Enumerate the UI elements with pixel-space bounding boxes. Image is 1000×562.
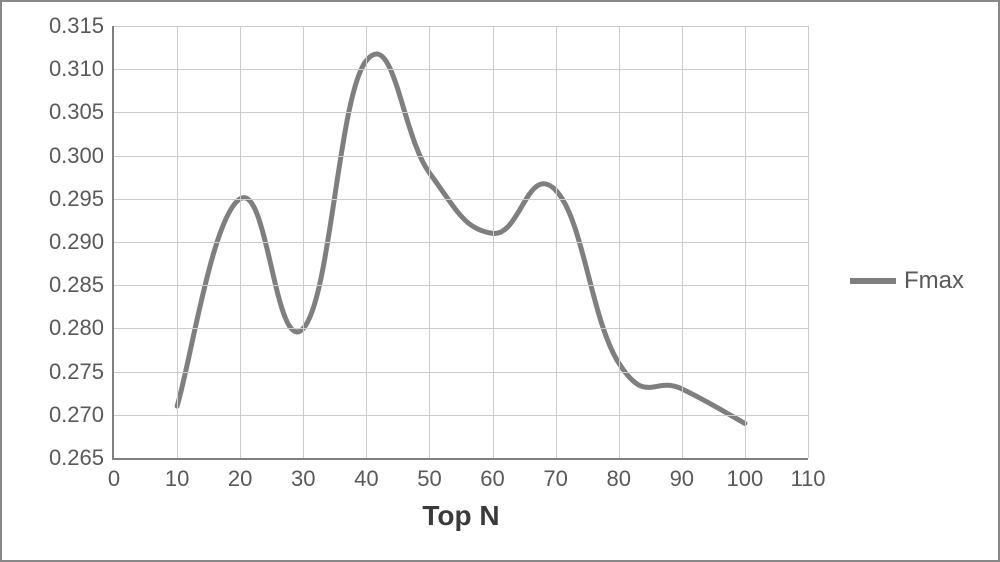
gridline-h [114, 199, 808, 200]
gridline-v [745, 26, 746, 458]
legend-label: Fmax [904, 267, 964, 295]
gridline-h [114, 26, 808, 27]
gridline-v [240, 26, 241, 458]
y-tick-label: 0.315 [49, 13, 114, 39]
y-tick-label: 0.280 [49, 315, 114, 341]
chart-frame: Top N 0.2650.2700.2750.2800.2850.2900.29… [0, 0, 1000, 562]
gridline-v [682, 26, 683, 458]
x-tick-label: 50 [417, 458, 441, 492]
gridline-h [114, 372, 808, 373]
gridline-v [303, 26, 304, 458]
y-tick-label: 0.285 [49, 272, 114, 298]
x-tick-label: 110 [790, 458, 825, 492]
series-line-fmax [177, 54, 745, 423]
gridline-v [366, 26, 367, 458]
x-tick-label: 90 [670, 458, 694, 492]
y-tick-label: 0.265 [49, 445, 114, 471]
x-tick-label: 0 [108, 458, 120, 492]
x-tick-label: 10 [165, 458, 189, 492]
x-tick-label: 30 [291, 458, 315, 492]
x-tick-label: 100 [727, 458, 764, 492]
gridline-v [556, 26, 557, 458]
x-tick-label: 40 [354, 458, 378, 492]
gridline-h [114, 242, 808, 243]
gridline-v [619, 26, 620, 458]
gridline-h [114, 112, 808, 113]
gridline-v [177, 26, 178, 458]
y-tick-label: 0.295 [49, 186, 114, 212]
x-tick-label: 80 [606, 458, 630, 492]
gridline-h [114, 328, 808, 329]
y-tick-label: 0.300 [49, 143, 114, 169]
gridline-v [429, 26, 430, 458]
y-tick-label: 0.290 [49, 229, 114, 255]
plot-area: Top N 0.2650.2700.2750.2800.2850.2900.29… [112, 26, 808, 460]
legend: Fmax [850, 267, 964, 295]
gridline-h [114, 156, 808, 157]
x-tick-label: 70 [543, 458, 567, 492]
y-tick-label: 0.310 [49, 56, 114, 82]
x-tick-label: 20 [228, 458, 252, 492]
gridline-h [114, 285, 808, 286]
gridline-h [114, 415, 808, 416]
x-tick-label: 60 [480, 458, 504, 492]
gridline-v [808, 26, 809, 458]
gridline-h [114, 69, 808, 70]
legend-swatch [850, 278, 896, 284]
y-tick-label: 0.275 [49, 359, 114, 385]
gridline-v [493, 26, 494, 458]
y-tick-label: 0.305 [49, 99, 114, 125]
y-tick-label: 0.270 [49, 402, 114, 428]
